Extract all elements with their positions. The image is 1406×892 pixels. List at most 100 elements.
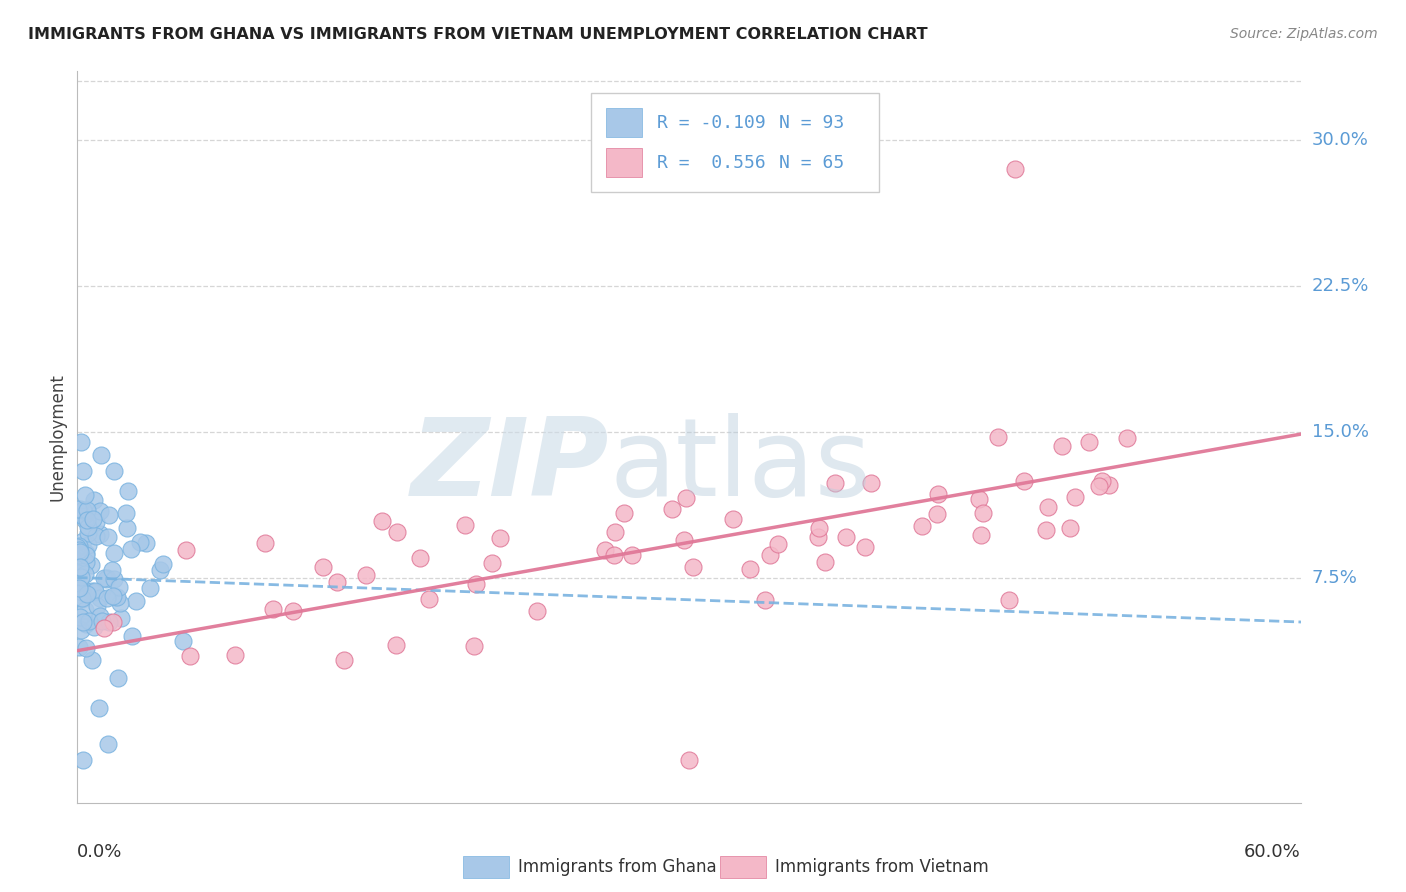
Y-axis label: Unemployment: Unemployment xyxy=(48,373,66,501)
Point xyxy=(97,530,120,544)
Point xyxy=(72,503,94,517)
Point xyxy=(69,502,91,516)
Text: N = 65: N = 65 xyxy=(779,153,845,172)
Point xyxy=(82,583,104,598)
Point xyxy=(86,599,108,614)
Point xyxy=(67,566,90,580)
Point xyxy=(80,558,103,573)
Point xyxy=(613,506,636,520)
Point xyxy=(224,648,246,663)
Point xyxy=(125,593,148,607)
Point xyxy=(75,616,97,631)
Text: R =  0.556: R = 0.556 xyxy=(657,153,766,172)
Point xyxy=(69,559,91,574)
Point xyxy=(103,589,125,603)
Point xyxy=(94,573,117,587)
Point xyxy=(98,508,121,523)
Point xyxy=(69,545,91,559)
Point xyxy=(79,614,101,628)
Point xyxy=(83,619,105,633)
Point xyxy=(89,527,111,541)
Point xyxy=(67,539,90,553)
Point xyxy=(1050,439,1073,453)
Point xyxy=(80,653,103,667)
Point xyxy=(911,519,934,533)
Point xyxy=(89,700,111,714)
Point xyxy=(332,653,354,667)
Point xyxy=(117,483,139,498)
Point xyxy=(824,475,846,490)
Point xyxy=(120,542,142,557)
Point xyxy=(1088,479,1111,493)
Point xyxy=(86,528,108,542)
Point xyxy=(526,604,548,618)
Text: 7.5%: 7.5% xyxy=(1312,569,1358,588)
Point xyxy=(1078,434,1101,449)
Text: Immigrants from Vietnam: Immigrants from Vietnam xyxy=(775,858,988,876)
Point xyxy=(149,563,172,577)
Point xyxy=(603,549,626,563)
Point xyxy=(1004,161,1026,176)
Point xyxy=(967,492,990,507)
Point xyxy=(67,640,90,654)
Point xyxy=(89,504,111,518)
Point xyxy=(76,587,98,601)
Point xyxy=(75,513,97,527)
Point xyxy=(354,568,377,582)
Text: 60.0%: 60.0% xyxy=(1244,843,1301,861)
Text: Immigrants from Ghana: Immigrants from Ghana xyxy=(517,858,716,876)
Point xyxy=(67,543,90,558)
Text: 0.0%: 0.0% xyxy=(77,843,122,861)
Point xyxy=(72,753,94,767)
Point xyxy=(76,513,98,527)
Point xyxy=(1012,474,1035,488)
Point xyxy=(115,506,138,520)
Point xyxy=(75,487,97,501)
Point xyxy=(254,536,277,550)
Point xyxy=(72,508,94,523)
Point xyxy=(128,535,150,549)
Point xyxy=(89,591,111,605)
Text: ZIP: ZIP xyxy=(411,413,609,519)
Point xyxy=(70,584,93,599)
Point xyxy=(75,546,97,560)
Point xyxy=(107,671,129,685)
Point xyxy=(179,648,201,663)
Text: Source: ZipAtlas.com: Source: ZipAtlas.com xyxy=(1230,27,1378,41)
Point xyxy=(682,560,704,574)
Point xyxy=(76,503,98,517)
Point xyxy=(67,554,90,568)
Point xyxy=(758,548,780,562)
Point xyxy=(91,614,114,628)
Point xyxy=(103,572,125,586)
Point xyxy=(72,591,94,606)
Point xyxy=(927,507,949,521)
Point xyxy=(69,609,91,624)
Point xyxy=(70,562,93,576)
Point xyxy=(325,574,347,589)
Point xyxy=(84,585,107,599)
Point xyxy=(135,535,157,549)
Point xyxy=(82,512,104,526)
Point xyxy=(75,548,97,562)
Text: N = 93: N = 93 xyxy=(779,113,845,131)
Point xyxy=(77,525,100,540)
Point xyxy=(1098,477,1121,491)
Point xyxy=(98,615,121,629)
Point xyxy=(89,609,111,624)
Point xyxy=(409,550,432,565)
Point xyxy=(853,540,876,554)
Point xyxy=(75,567,97,582)
Point xyxy=(675,491,697,506)
Point xyxy=(418,592,440,607)
FancyBboxPatch shape xyxy=(606,148,643,178)
Point xyxy=(605,524,627,539)
Point xyxy=(620,548,643,562)
Point xyxy=(661,502,683,516)
Point xyxy=(96,571,118,585)
Point xyxy=(83,493,105,508)
Point xyxy=(972,506,994,520)
Point xyxy=(174,543,197,558)
Point xyxy=(740,562,762,576)
Point xyxy=(72,534,94,549)
